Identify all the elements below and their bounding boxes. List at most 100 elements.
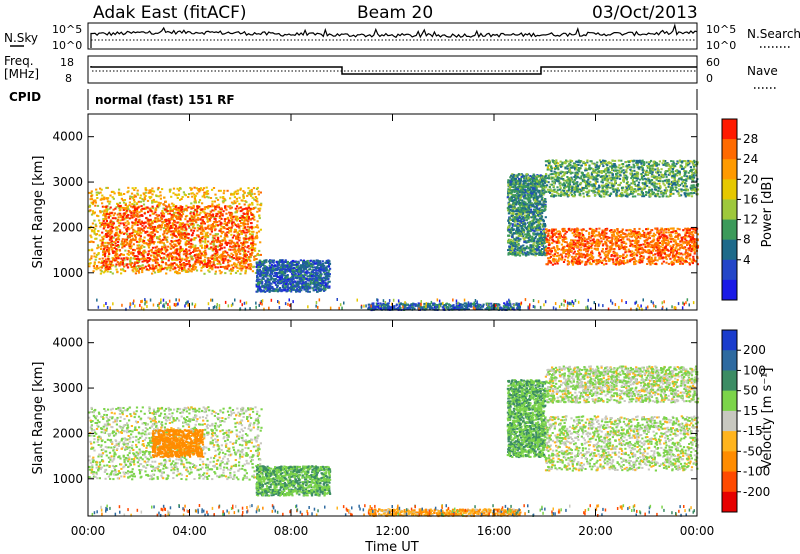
data-cell [154, 265, 157, 268]
data-cell [118, 254, 121, 257]
data-cell [138, 211, 141, 214]
data-cell [245, 228, 248, 231]
data-cell [178, 258, 181, 261]
data-cell [175, 211, 178, 214]
data-cell [305, 277, 308, 280]
data-cell [139, 194, 142, 197]
data-cell [100, 248, 103, 250]
data-cell [225, 208, 228, 211]
data-cell [291, 275, 294, 278]
data-cell [244, 260, 247, 263]
data-cell [171, 257, 174, 260]
data-cell [246, 258, 249, 261]
data-cell [193, 193, 196, 196]
data-cell [106, 230, 109, 233]
data-cell [89, 198, 92, 201]
data-cell [94, 223, 97, 226]
data-cell [111, 259, 115, 261]
data-cell [250, 237, 253, 240]
data-cell [214, 207, 217, 210]
data-cell [120, 253, 123, 255]
data-cell [211, 240, 214, 243]
data-cell [143, 207, 146, 210]
data-cell [142, 253, 145, 255]
data-cell [179, 222, 182, 225]
data-cell [143, 258, 146, 260]
data-cell [196, 218, 199, 221]
data-cell [218, 244, 222, 247]
freq-tick-bottom: 8 [65, 72, 72, 85]
data-cell [108, 238, 111, 241]
data-cell [202, 221, 205, 223]
data-cell [246, 241, 249, 244]
data-cell [134, 207, 137, 210]
data-cell [196, 192, 199, 195]
data-cell [179, 235, 183, 237]
data-cell [238, 250, 241, 253]
data-cell [242, 190, 245, 193]
data-cell [134, 236, 137, 239]
data-cell [174, 208, 178, 211]
data-cell [271, 259, 274, 262]
data-cell [102, 220, 105, 223]
data-cell [295, 263, 298, 266]
data-cell [203, 208, 206, 211]
data-cell [163, 236, 166, 239]
data-cell [151, 246, 155, 249]
data-cell [273, 271, 276, 274]
data-cell [144, 265, 147, 268]
data-cell [125, 256, 128, 259]
data-cell [226, 189, 229, 192]
data-cell [111, 196, 114, 199]
data-cell [198, 201, 201, 204]
data-cell [106, 222, 109, 225]
data-cell [151, 222, 154, 225]
data-cell [171, 236, 174, 239]
data-cell [239, 187, 242, 190]
data-cell [129, 264, 132, 266]
data-cell [275, 269, 278, 272]
data-cell [113, 259, 116, 262]
data-cell [271, 285, 274, 288]
data-cell [230, 212, 233, 215]
freq-strip: Freq. [MHz] 18 8 60 0 Nave [4, 54, 778, 89]
data-cell [201, 230, 204, 233]
data-cell [208, 270, 211, 273]
data-cell [162, 256, 165, 259]
data-cell [256, 276, 259, 279]
data-cell [94, 227, 97, 230]
data-cell [276, 290, 279, 293]
data-cell [128, 234, 131, 237]
data-cell [187, 225, 191, 228]
data-cell [186, 214, 189, 217]
data-cell [200, 222, 203, 225]
data-cell [162, 242, 165, 245]
data-cell [204, 263, 207, 266]
data-cell [164, 250, 168, 253]
data-cell [185, 263, 188, 266]
data-cell [119, 232, 122, 235]
data-cell [94, 204, 97, 207]
data-cell [185, 240, 189, 243]
data-cell [110, 225, 114, 228]
data-cell [132, 253, 135, 256]
data-cell [112, 222, 115, 225]
data-cell [246, 211, 249, 214]
data-cell [168, 203, 171, 206]
data-cell [279, 280, 282, 283]
data-cell [179, 205, 182, 208]
data-cell [135, 221, 138, 224]
data-cell [174, 221, 177, 224]
data-cell [211, 203, 214, 206]
data-cell [179, 198, 182, 201]
data-cell [256, 220, 259, 223]
data-cell [181, 228, 184, 231]
data-cell [191, 246, 194, 248]
data-cell [154, 228, 157, 231]
data-cell [371, 302, 374, 305]
data-cell [196, 229, 199, 232]
data-cell [168, 190, 172, 193]
data-cell [108, 266, 111, 269]
data-cell [223, 189, 226, 192]
data-cell [159, 194, 162, 197]
